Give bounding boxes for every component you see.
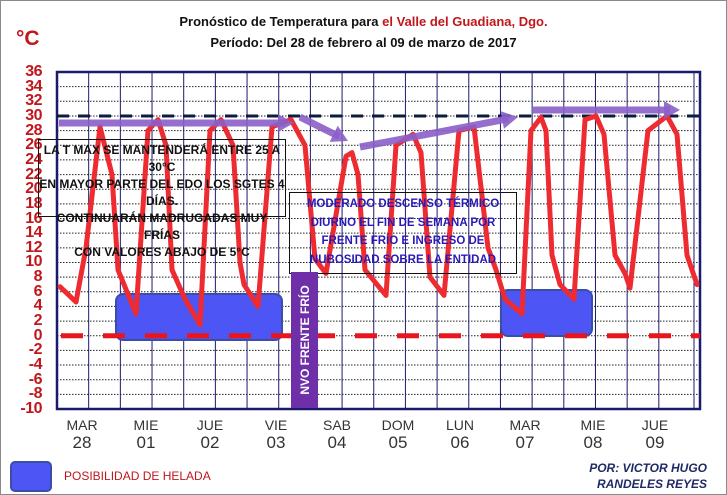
cold-front-label: NVO FRENTE FRÍO (297, 285, 312, 395)
x-tick-date: 04 (327, 433, 347, 452)
trend-arrow-head (664, 101, 680, 119)
x-tick-day: LUN (445, 417, 474, 433)
x-tick-label: MIE 08 (568, 416, 618, 452)
descent-note-box: MODERADO DESCENSO TÉRMICO DIURNO EL FIN … (289, 192, 517, 274)
y-tick-label: 30 (25, 106, 42, 124)
x-tick-label: LUN 06 (435, 416, 485, 452)
x-tick-label: JUE 09 (630, 416, 680, 452)
x-tick-label: MAR 28 (57, 416, 107, 452)
x-tick-label: MAR 07 (500, 416, 550, 452)
x-tick-day: MAR (66, 417, 98, 433)
x-tick-day: JUE (196, 417, 224, 433)
y-tick-label: 34 (25, 77, 42, 95)
x-tick-day: DOM (381, 417, 415, 433)
y-tick-label: -6 (28, 370, 43, 388)
title-text: Pronóstico de Temperatura para (179, 14, 383, 29)
y-tick-label: -2 (28, 341, 43, 359)
x-tick-date: 28 (72, 433, 92, 452)
note-line: NUBOSIDAD SOBRE LA ENTIDAD (309, 253, 497, 266)
x-tick-date: 09 (645, 433, 665, 452)
x-tick-date: 01 (136, 433, 156, 452)
note-line: LA T MAX SE MANTENDERÁ ENTRE 25 A 30°C (43, 143, 281, 174)
tmax-note-box: LA T MAX SE MANTENDERÁ ENTRE 25 A 30°C E… (38, 139, 286, 259)
note-line: CON VALORES ABAJO DE 5°C (74, 245, 250, 259)
y-tick-label: 28 (25, 121, 42, 139)
x-tick-day: MAR (509, 417, 541, 433)
y-tick-label: 0 (33, 326, 43, 344)
x-tick-label: JUE 02 (185, 416, 235, 452)
x-tick-date: 08 (583, 433, 603, 452)
trend-arrow (359, 115, 509, 151)
x-tick-date: 03 (266, 433, 286, 452)
y-tick-label: 10 (25, 253, 42, 271)
chart-subtitle: Período: Del 28 de febrero al 09 de marz… (210, 35, 517, 50)
x-tick-label: DOM 05 (373, 416, 423, 452)
x-tick-date: 07 (515, 433, 535, 452)
x-tick-day: MIE (580, 417, 606, 433)
note-line: EN MAYOR PARTE DEL EDO LOS SGTES 4 DÍAS. (39, 177, 285, 208)
x-tick-label: VIE 03 (251, 416, 301, 452)
y-axis-unit: °C (16, 27, 40, 50)
note-line: MODERADO DESCENSO TÉRMICO (306, 198, 500, 210)
y-tick-label: -4 (28, 356, 43, 374)
trend-arrow (298, 113, 341, 140)
y-tick-label: 12 (25, 238, 42, 256)
x-tick-day: SAB (322, 417, 351, 433)
y-tick-label: 14 (25, 224, 42, 242)
title-location: el Valle del Guadiana, Dgo. (382, 14, 548, 29)
trend-arrow-head (278, 114, 294, 132)
x-tick-date: 06 (450, 433, 470, 452)
x-tick-date: 02 (200, 433, 220, 452)
author-credit: POR: VICTOR HUGO RANDELES REYES (589, 460, 707, 492)
author-line-2: RANDELES REYES (596, 477, 707, 491)
x-tick-date: 05 (388, 433, 408, 452)
cold-front-band: NVO FRENTE FRÍO (291, 272, 318, 408)
temperature-line (57, 113, 700, 328)
y-tick-label: 2 (33, 312, 43, 330)
y-tick-label: 6 (33, 282, 43, 300)
plot-border (55, 70, 702, 411)
x-tick-day: VIE (264, 417, 288, 433)
trend-arrow-head (500, 111, 518, 129)
note-line: DIURNO EL FIN DE SEMANA POR (310, 216, 496, 229)
y-tick-label: 32 (25, 92, 42, 110)
frost-legend-swatch (10, 461, 52, 492)
x-tick-day: JUE (641, 417, 669, 433)
note-line: FRENTE FRÍO E INGRESO DE (321, 235, 485, 247)
x-tick-day: MIE (133, 417, 159, 433)
y-tick-label: 8 (33, 268, 43, 286)
y-tick-label: -10 (20, 400, 42, 417)
y-tick-label: 36 (25, 63, 42, 80)
x-tick-label: SAB 04 (312, 416, 362, 452)
x-tick-label: MIE 01 (121, 416, 171, 452)
frost-box (500, 289, 593, 337)
y-tick-label: 4 (33, 297, 43, 315)
frost-legend-label: POSIBILIDAD DE HELADA (64, 469, 211, 483)
trend-arrow-head (329, 125, 348, 142)
chart-title: Pronóstico de Temperatura para el Valle … (0, 14, 727, 29)
author-line-1: POR: VICTOR HUGO (589, 461, 707, 475)
note-line: CONTINUARÁN MADRUGADAS MUY FRÍAS (56, 211, 268, 242)
y-tick-label: -8 (28, 385, 43, 403)
